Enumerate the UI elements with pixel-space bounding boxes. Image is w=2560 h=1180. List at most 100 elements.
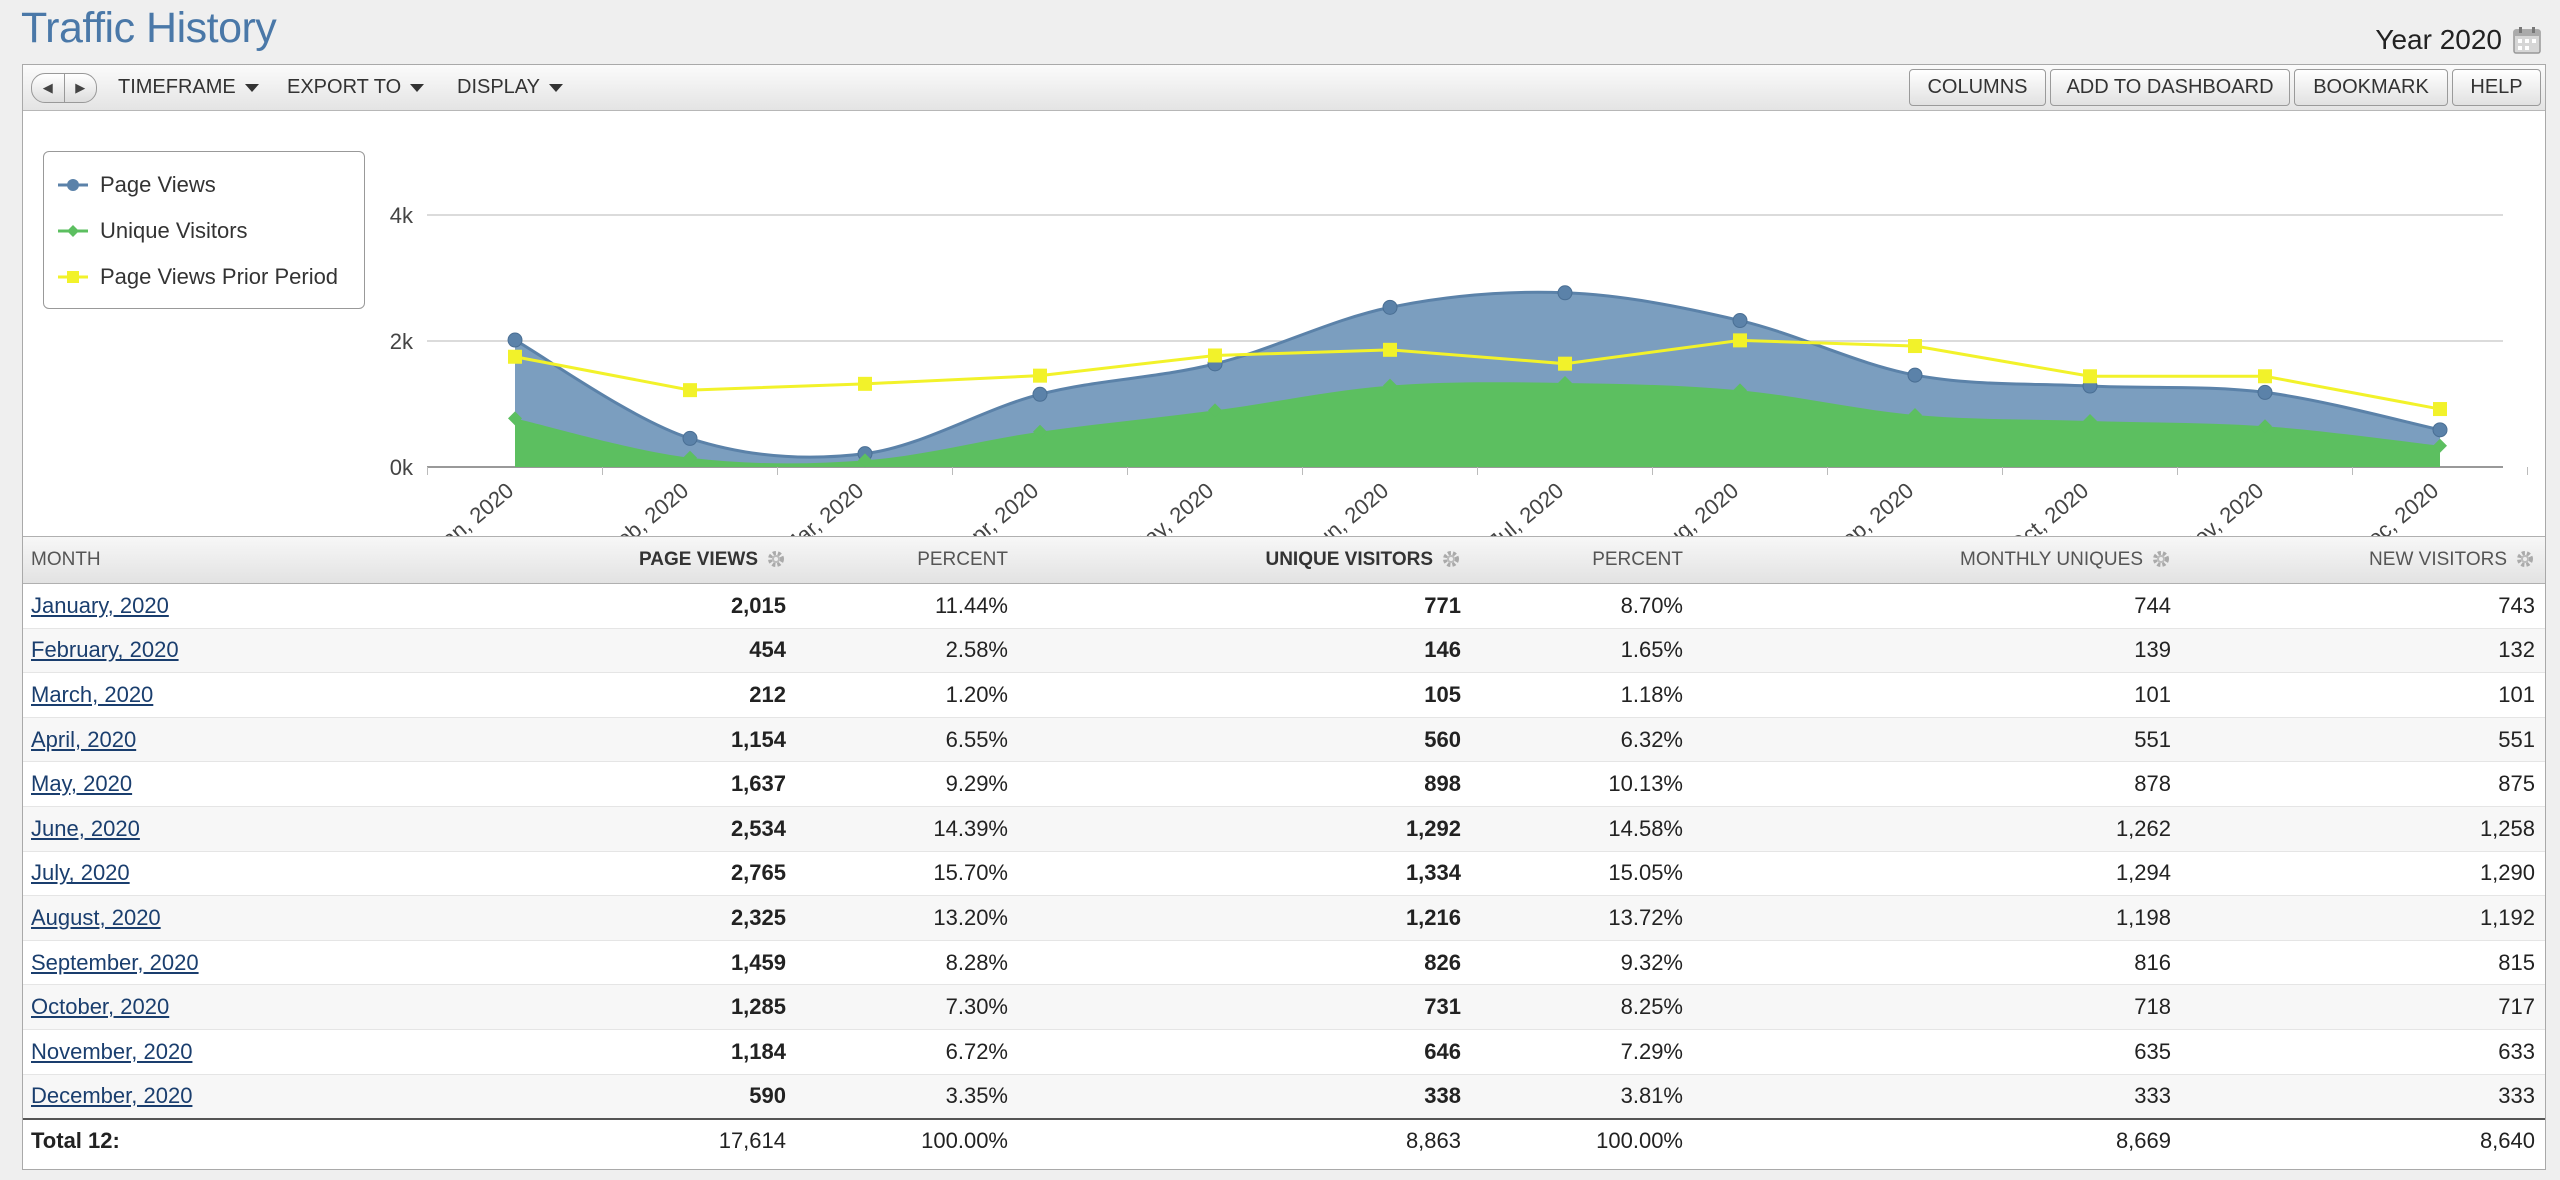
month-cell: July, 2020	[23, 851, 313, 896]
col-unique-visitors[interactable]: UNIQUE VISITORS	[1008, 536, 1461, 584]
legend-page-views[interactable]: Page Views	[44, 162, 364, 208]
col-page-views[interactable]: PAGE VIEWS	[313, 536, 786, 584]
calendar-icon[interactable]	[2512, 25, 2542, 55]
export-menu[interactable]: EXPORT TO	[287, 65, 425, 110]
x-tick-label: Jul, 2020	[1484, 478, 1568, 537]
month-link[interactable]: August, 2020	[31, 904, 161, 930]
col-new-visitors[interactable]: NEW VISITORS	[2171, 536, 2545, 584]
monthly-uniques-cell: 1,262	[2115, 815, 2171, 841]
page-views-cell: 2,015	[730, 592, 786, 618]
table-row: July, 2020 2,765 15.70% 1,334 15.05% 1,294 1,2…	[23, 851, 2545, 896]
x-tick-label: Aug, 2020	[1650, 478, 1743, 537]
percent-visitors-cell: 9.32%	[1620, 949, 1683, 975]
x-tick-label: Apr, 2020	[955, 478, 1043, 537]
month-cell: October, 2020	[23, 985, 313, 1030]
month-link[interactable]: January, 2020	[31, 592, 169, 618]
percent-views-cell: 3.35%	[945, 1083, 1008, 1109]
page-views-cell: 2,325	[730, 904, 786, 930]
col-percent-visitors[interactable]: PERCENT	[1461, 536, 1683, 584]
percent-views-cell: 13.20%	[933, 904, 1008, 930]
table-row: September, 2020 1,459 8.28% 826 9.32% 816 815	[23, 940, 2545, 985]
col-month[interactable]: MONTH	[23, 536, 313, 584]
percent-views-cell: 15.70%	[933, 860, 1008, 886]
new-visitors-cell: 875	[2498, 771, 2535, 797]
unique-visitors-cell: 338	[1424, 1083, 1461, 1109]
columns-button[interactable]: COLUMNS	[1909, 69, 2046, 106]
percent-views-cell: 9.29%	[945, 771, 1008, 797]
page-views-cell: 2,534	[730, 815, 786, 841]
new-visitors-cell: 101	[2498, 681, 2535, 707]
percent-visitors-cell: 14.58%	[1608, 815, 1683, 841]
legend-unique-visitors[interactable]: Unique Visitors	[44, 208, 364, 254]
month-cell: June, 2020	[23, 806, 313, 851]
report-toolbar: ◀ ▶ TIMEFRAME EXPORT TO DISPLAY COLUMNS …	[23, 65, 2545, 111]
percent-views-cell: 7.30%	[945, 994, 1008, 1020]
gear-icon[interactable]	[2151, 549, 2171, 569]
page-views-cell: 1,459	[730, 949, 786, 975]
legend-diamond-marker-icon	[58, 225, 88, 237]
gear-icon[interactable]	[2515, 549, 2535, 569]
percent-views-cell: 6.55%	[945, 726, 1008, 752]
percent-visitors-cell: 15.05%	[1608, 860, 1683, 886]
arrow-right-icon[interactable]: ▶	[75, 80, 86, 95]
monthly-uniques-cell: 718	[2134, 994, 2171, 1020]
month-link[interactable]: February, 2020	[31, 637, 179, 663]
table-row: April, 2020 1,154 6.55% 560 6.32% 551 551	[23, 717, 2545, 762]
month-link[interactable]: July, 2020	[31, 860, 130, 886]
month-link[interactable]: June, 2020	[31, 815, 140, 841]
page-views-cell: 212	[749, 681, 786, 707]
page-views-cell: 454	[749, 637, 786, 663]
monthly-uniques-cell: 1,198	[2115, 904, 2171, 930]
new-visitors-cell: 333	[2498, 1083, 2535, 1109]
x-tick-label: Sep, 2020	[1825, 478, 1918, 537]
gear-icon[interactable]	[766, 549, 786, 569]
page-views-point	[507, 332, 523, 348]
table-row: March, 2020 212 1.20% 105 1.18% 101 101	[23, 673, 2545, 718]
bookmark-button[interactable]: BOOKMARK	[2294, 69, 2448, 106]
arrow-left-icon[interactable]: ◀	[32, 74, 65, 102]
add-to-dashboard-button[interactable]: ADD TO DASHBOARD	[2050, 69, 2290, 106]
display-menu[interactable]: DISPLAY	[457, 65, 563, 110]
caret-down-icon	[410, 83, 425, 92]
month-link[interactable]: March, 2020	[31, 681, 154, 707]
page-views-cell: 1,637	[730, 771, 786, 797]
month-link[interactable]: October, 2020	[31, 994, 170, 1020]
y-tick-label: 0k	[390, 455, 414, 480]
month-link[interactable]: November, 2020	[31, 1038, 193, 1064]
timeframe-display: Year 2020	[2375, 24, 2542, 56]
legend-prior-period[interactable]: Page Views Prior Period	[44, 254, 364, 300]
unique-visitors-cell: 1,334	[1405, 860, 1461, 886]
x-tick-label: Nov, 2020	[2177, 478, 2269, 537]
month-cell: February, 2020	[23, 628, 313, 673]
prior-period-point	[1558, 356, 1572, 371]
month-link[interactable]: May, 2020	[31, 771, 133, 797]
month-link[interactable]: April, 2020	[31, 726, 137, 752]
month-link[interactable]: December, 2020	[31, 1083, 193, 1109]
monthly-uniques-cell: 744	[2134, 592, 2171, 618]
timeframe-menu[interactable]: TIMEFRAME	[118, 65, 259, 110]
new-visitors-cell: 1,192	[2479, 904, 2535, 930]
series-line-page-views	[514, 290, 2441, 459]
unique-visitors-point	[1908, 407, 1922, 422]
unique-visitors-point	[858, 453, 872, 468]
unique-visitors-cell: 146	[1424, 637, 1461, 663]
percent-visitors-cell: 1.18%	[1620, 681, 1683, 707]
unique-visitors-cell: 731	[1424, 994, 1461, 1020]
page-views-point	[1557, 285, 1573, 301]
gear-icon[interactable]	[1441, 549, 1461, 569]
month-cell: November, 2020	[23, 1029, 313, 1074]
unique-visitors-point	[683, 450, 697, 465]
col-percent-views[interactable]: PERCENT	[786, 536, 1008, 584]
month-link[interactable]: September, 2020	[31, 949, 199, 975]
col-monthly-uniques[interactable]: MONTHLY UNIQUES	[1683, 536, 2171, 584]
caret-down-icon	[549, 83, 563, 92]
help-button[interactable]: HELP	[2452, 69, 2541, 106]
monthly-uniques-cell: 816	[2134, 949, 2171, 975]
monthly-uniques-cell: 1,294	[2115, 860, 2171, 886]
unique-visitors-cell: 1,292	[1405, 815, 1461, 841]
month-cell: December, 2020	[23, 1074, 313, 1119]
unique-visitors-point	[1383, 378, 1397, 393]
month-cell: May, 2020	[23, 762, 313, 807]
prior-period-point	[1033, 368, 1047, 383]
unique-visitors-point	[2083, 413, 2097, 428]
